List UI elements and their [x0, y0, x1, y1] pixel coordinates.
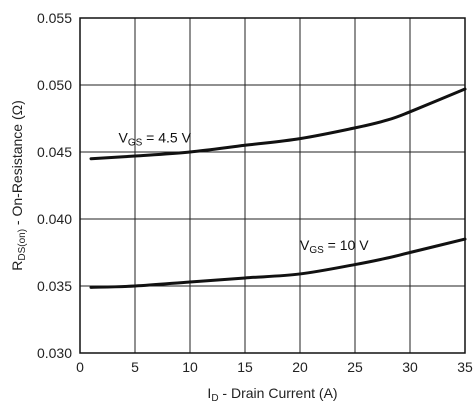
annotation-vgs-10v-rest: = 10 V	[324, 237, 369, 253]
annotation-vgs-4-5v: VGS = 4.5 V	[119, 129, 192, 148]
y-tick-label: 0.050	[37, 77, 72, 93]
x-tick-label: 10	[182, 359, 198, 375]
y-tick-label: 0.035	[37, 278, 72, 294]
y-axis-title: RDS(on) - On-Resistance (Ω)	[9, 100, 28, 271]
y-axis-title-subscript: DS(on)	[17, 229, 28, 261]
x-tick-label: 5	[131, 359, 139, 375]
y-axis-title-main: R	[9, 261, 25, 271]
annotation-vgs-10v-main: V	[300, 237, 310, 253]
plot-frame	[79, 17, 466, 354]
grid-layer	[80, 18, 465, 353]
annotation-vgs-4-5v-main: V	[119, 129, 129, 145]
y-axis-title-rest: - On-Resistance (Ω)	[9, 100, 25, 229]
x-tick-label: 35	[457, 359, 473, 375]
x-tick-label: 15	[237, 359, 253, 375]
y-tick-label: 0.045	[37, 144, 72, 160]
vgs-4-5v-curve	[89, 87, 467, 161]
x-tick-label: 20	[292, 359, 308, 375]
curves-layer	[89, 87, 467, 289]
x-axis-title-subscript: D	[211, 393, 218, 404]
x-axis-title: ID - Drain Current (A)	[207, 385, 337, 404]
x-axis-title-rest: - Drain Current (A)	[219, 385, 338, 401]
vgs-10v-curve	[89, 237, 467, 289]
x-tick-labels: 0 5 10 15 20 25 30 35	[76, 359, 473, 375]
x-tick-label: 25	[347, 359, 363, 375]
x-tick-label: 30	[402, 359, 418, 375]
y-tick-label: 0.055	[37, 10, 72, 26]
annotation-vgs-4-5v-subscript: GS	[128, 137, 143, 148]
annotation-vgs-4-5v-rest: = 4.5 V	[142, 129, 191, 145]
x-axis-title-main: I	[207, 385, 211, 401]
y-tick-label: 0.040	[37, 211, 72, 227]
x-tick-label: 0	[76, 359, 84, 375]
y-tick-labels: 0.030 0.035 0.040 0.045 0.050 0.055	[37, 10, 72, 361]
annotation-vgs-10v-subscript: GS	[309, 245, 324, 256]
y-tick-label: 0.030	[37, 345, 72, 361]
annotation-vgs-10v: VGS = 10 V	[300, 237, 369, 256]
